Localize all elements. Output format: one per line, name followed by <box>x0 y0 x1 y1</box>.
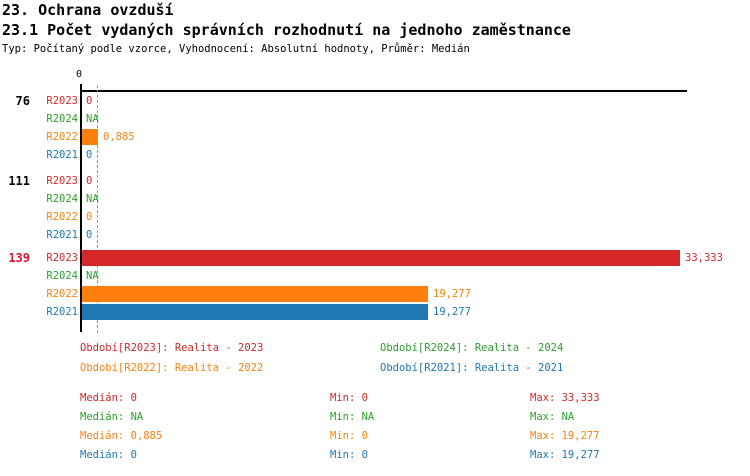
series-label-r2024: R2024 <box>46 193 78 205</box>
legend-item-r2022: Období[R2022]: Realita - 2022 <box>80 362 264 374</box>
stat-max-r2023: Max: 33,333 <box>530 392 600 404</box>
bar-value-label: 0 <box>86 211 93 223</box>
bar-value-label: 0 <box>86 95 93 107</box>
median-line <box>97 85 98 333</box>
bar-value-label: 33,333 <box>685 252 723 264</box>
stat-max-r2021: Max: 19,277 <box>530 449 600 461</box>
series-label-r2022: R2022 <box>46 288 78 300</box>
bar-value-label: 0 <box>86 175 93 187</box>
series-label-r2022: R2022 <box>46 131 78 143</box>
stat-median-r2021: Medián: 0 <box>80 449 137 461</box>
legend-item-r2024: Období[R2024]: Realita - 2024 <box>380 342 564 354</box>
series-label-r2022: R2022 <box>46 211 78 223</box>
stat-min-r2021: Min: 0 <box>330 449 368 461</box>
bar-value-label: 0 <box>86 149 93 161</box>
bar-value-label: NA <box>86 113 99 125</box>
group-id-label: 139 <box>8 251 30 265</box>
chart-meta-line: Typ: Počítaný podle vzorce, Vyhodnocení:… <box>2 43 470 55</box>
x-axis-tick-label: 0 <box>76 69 83 80</box>
stat-median-r2023: Medián: 0 <box>80 392 137 404</box>
bar-value-label: NA <box>86 270 99 282</box>
series-label-r2021: R2021 <box>46 306 78 318</box>
series-label-r2021: R2021 <box>46 229 78 241</box>
bar-r2022 <box>82 286 428 302</box>
page-subtitle: 23.1 Počet vydaných správních rozhodnutí… <box>2 21 571 39</box>
stat-median-r2024: Medián: NA <box>80 411 144 423</box>
legend-item-r2021: Období[R2021]: Realita - 2021 <box>380 362 564 374</box>
stat-min-r2022: Min: 0 <box>330 430 368 442</box>
series-label-r2024: R2024 <box>46 113 78 125</box>
series-label-r2023: R2023 <box>46 95 78 107</box>
stat-median-r2022: Medián: 0,885 <box>80 430 163 442</box>
group-id-label: 111 <box>8 174 30 188</box>
series-label-r2024: R2024 <box>46 270 78 282</box>
legend-item-r2023: Období[R2023]: Realita - 2023 <box>80 342 264 354</box>
bar-value-label: NA <box>86 193 99 205</box>
bar-value-label: 19,277 <box>433 306 471 318</box>
series-label-r2021: R2021 <box>46 149 78 161</box>
x-axis-line <box>80 90 687 92</box>
bar-r2023 <box>82 250 680 266</box>
series-label-r2023: R2023 <box>46 175 78 187</box>
group-id-label: 76 <box>15 94 30 108</box>
series-label-r2023: R2023 <box>46 252 78 264</box>
bar-value-label: 0 <box>86 229 93 241</box>
stat-max-r2022: Max: 19,277 <box>530 430 600 442</box>
bar-value-label: 0,885 <box>103 131 135 143</box>
page-title: 23. Ochrana ovzduší <box>2 1 174 19</box>
y-axis-line <box>80 84 82 332</box>
stat-min-r2023: Min: 0 <box>330 392 368 404</box>
bar-value-label: 19,277 <box>433 288 471 300</box>
stat-min-r2024: Min: NA <box>330 411 375 423</box>
stat-max-r2024: Max: NA <box>530 411 575 423</box>
bar-r2022 <box>82 129 98 145</box>
bar-r2021 <box>82 304 428 320</box>
